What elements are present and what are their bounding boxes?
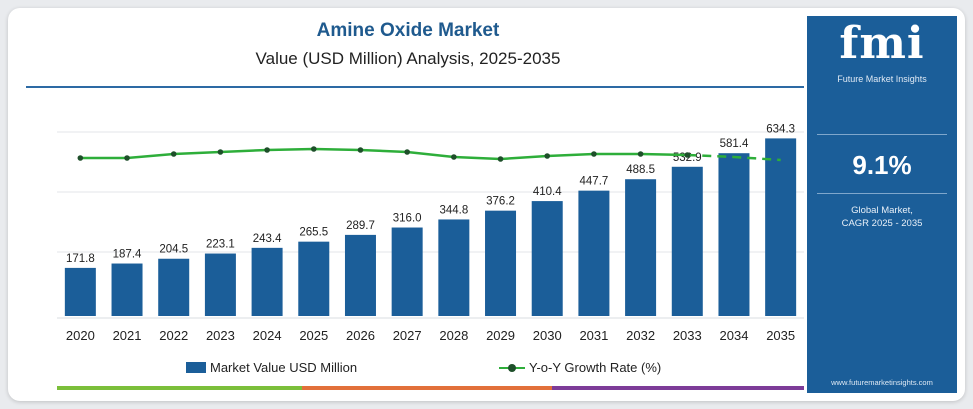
fmi-logo: fmi — [839, 18, 925, 69]
footer-stripe-purple — [552, 386, 804, 390]
bar-label-2034: 581.4 — [720, 138, 749, 150]
bar-label-2021: 187.4 — [113, 249, 142, 261]
legend-bar-swatch — [186, 362, 206, 373]
bar-2026 — [344, 234, 376, 316]
growth-line — [80, 147, 688, 161]
growth-point-2026 — [357, 147, 364, 153]
growth-point-2020 — [77, 155, 84, 161]
growth-point-2027 — [404, 149, 410, 155]
legend-bar-label: Market Value USD Million — [210, 360, 358, 375]
bar-label-2030: 410.4 — [533, 186, 562, 198]
sidebar-panel: fmi Future Market Insights 9.1% Global M… — [807, 16, 957, 393]
bar-label-2023: 223.1 — [206, 239, 235, 251]
legend-line-label: Y-o-Y Growth Rate (%) — [529, 360, 662, 375]
growth-point-2024 — [264, 147, 270, 153]
chart-title: Amine Oxide Market — [316, 20, 500, 41]
bar-label-2028: 344.8 — [439, 204, 468, 216]
cagr-label-line1: Global Market, — [851, 205, 913, 216]
x-tick-2032: 2032 — [626, 328, 655, 343]
growth-point-2031 — [591, 151, 597, 157]
x-tick-2021: 2021 — [113, 328, 142, 343]
x-tick-2034: 2034 — [720, 328, 749, 343]
chart-plot: 171.8 2020 187.4 2021 204.5 2022 223.1 2023 243.… — [57, 123, 804, 343]
bar-2031 — [578, 190, 610, 316]
bar-label-2024: 243.4 — [253, 233, 282, 245]
growth-point-2022 — [170, 151, 177, 157]
growth-point-2032 — [637, 151, 644, 157]
bar-label-2031: 447.7 — [580, 176, 609, 188]
x-tick-2024: 2024 — [253, 328, 282, 343]
sidebar-divider-top — [817, 134, 947, 135]
x-tick-2031: 2031 — [579, 328, 608, 343]
footer-stripe-green — [57, 386, 302, 390]
bar-2023 — [204, 253, 236, 316]
x-tick-2030: 2030 — [533, 328, 562, 343]
growth-point-2029 — [497, 156, 504, 162]
legend-line-swatch — [499, 362, 525, 374]
bar-2030 — [531, 201, 563, 316]
cagr-label: Global Market, CAGR 2025 - 2035 — [807, 204, 957, 230]
chart-subtitle: Value (USD Million) Analysis, 2025-2035 — [255, 49, 561, 68]
legend-line: Y-o-Y Growth Rate (%) — [499, 360, 661, 375]
logo-subtitle: Future Market Insights — [837, 74, 927, 84]
chart-card: Amine Oxide Market Value (USD Million) A… — [8, 8, 965, 401]
bar-2021 — [111, 263, 143, 316]
x-tick-2026: 2026 — [346, 328, 375, 343]
growth-point-2023 — [217, 149, 224, 155]
growth-point-2033 — [684, 152, 691, 158]
title-divider — [26, 86, 804, 88]
bar-label-2027: 316.0 — [393, 213, 422, 225]
x-tick-2033: 2033 — [673, 328, 702, 343]
bar-label-2029: 376.2 — [486, 196, 515, 208]
bar-2033 — [671, 166, 703, 316]
bar-2029 — [485, 210, 517, 316]
bar-2025 — [298, 241, 330, 316]
growth-point-2030 — [544, 153, 551, 159]
footer-stripe-orange — [302, 386, 552, 390]
bar-label-2032: 488.5 — [626, 164, 655, 176]
bar-label-2020: 171.8 — [66, 253, 95, 265]
bar-2027 — [391, 227, 423, 316]
cagr-value: 9.1% — [852, 150, 912, 180]
x-tick-2029: 2029 — [486, 328, 515, 343]
bar-label-2026: 289.7 — [346, 220, 375, 232]
legend-bar: Market Value USD Million — [186, 360, 357, 375]
x-tick-2028: 2028 — [439, 328, 468, 343]
bar-label-2035: 634.3 — [766, 123, 795, 135]
bar-2035 — [765, 138, 797, 316]
bar-label-2022: 204.5 — [159, 244, 188, 256]
sidebar-divider-bottom — [817, 193, 947, 194]
bar-2028 — [438, 219, 470, 316]
bar-2022 — [158, 258, 190, 316]
website-link[interactable]: www.futuremarketinsights.com — [831, 378, 933, 387]
growth-point-2025 — [310, 146, 317, 152]
x-tick-2022: 2022 — [159, 328, 188, 343]
cagr-label-line2: CAGR 2025 - 2035 — [841, 218, 923, 229]
bar-2020 — [64, 267, 96, 316]
x-tick-2035: 2035 — [766, 328, 795, 343]
bar-2032 — [625, 179, 657, 316]
growth-point-2021 — [124, 155, 130, 161]
bar-2024 — [251, 247, 283, 316]
bar-2034 — [718, 153, 750, 316]
x-tick-2020: 2020 — [66, 328, 95, 343]
growth-line-forecast — [687, 153, 781, 162]
x-tick-2023: 2023 — [206, 328, 235, 343]
x-tick-2027: 2027 — [393, 328, 422, 343]
growth-point-2028 — [451, 154, 457, 160]
x-tick-2025: 2025 — [299, 328, 328, 343]
bar-label-2025: 265.5 — [299, 227, 328, 239]
